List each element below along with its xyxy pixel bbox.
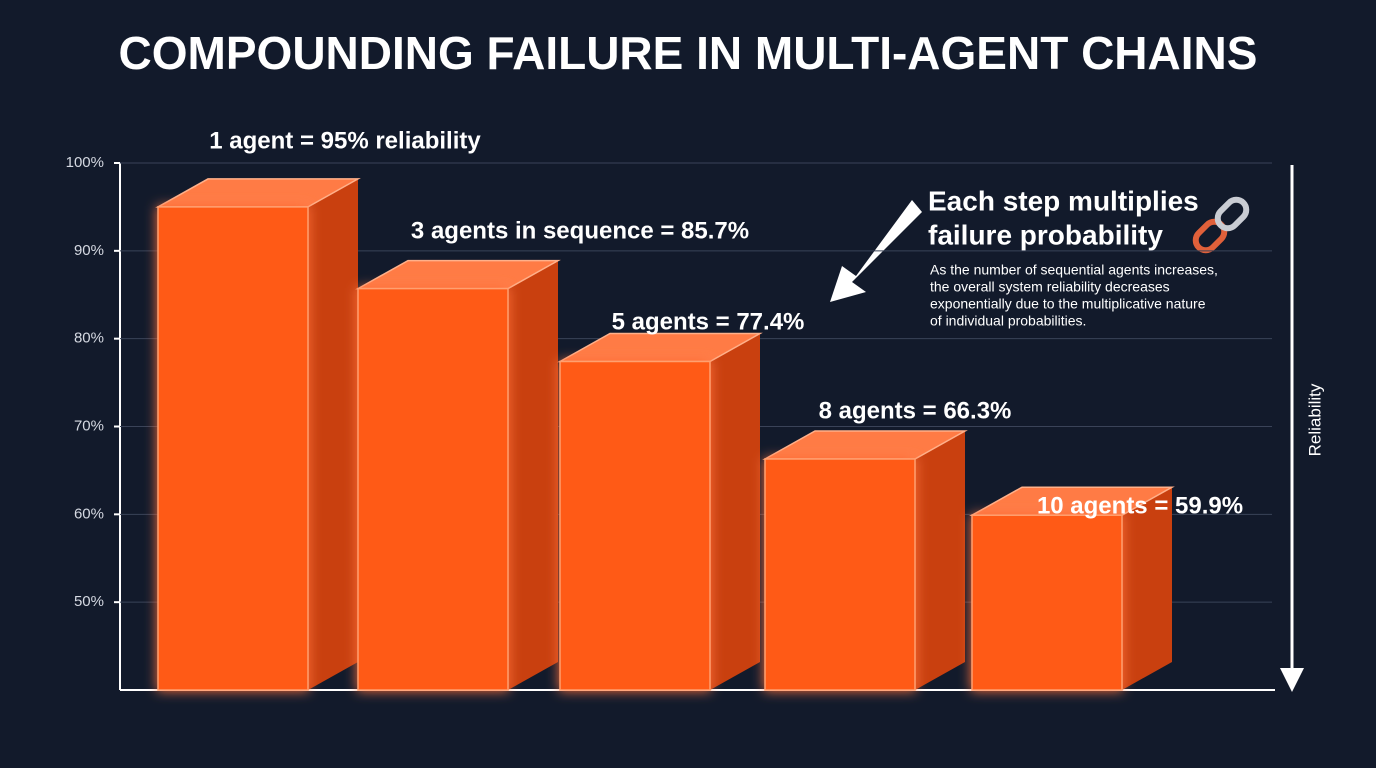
chain-icon [1192,196,1250,254]
right-arrow-head [1280,668,1304,692]
y-tick-label: 70% [74,417,104,434]
value-label: 3 agents in sequence = 85.7% [411,217,749,244]
annotation-text: As the number of sequential agents incre… [930,262,1218,278]
bar-side [1122,487,1172,690]
bar [357,287,509,691]
y-tick-label: 90% [74,242,104,259]
annotation-text: the overall system reliability decreases [930,279,1170,295]
annotation-text: exponentially due to the multiplicative … [930,296,1206,312]
bar-side [308,178,358,690]
chart-title: COMPOUNDING FAILURE IN MULTI-AGENT CHAIN… [119,27,1258,79]
bar [971,514,1123,691]
annotation-heading: Each step multiplies [928,185,1199,216]
bar [764,458,916,691]
value-label: 5 agents = 77.4% [612,308,805,335]
bar-side [710,333,760,690]
value-label: 8 agents = 66.3% [819,397,1012,424]
y-tick-label: 50% [74,593,104,610]
y-tick-label: 60% [74,505,104,522]
bar [157,206,309,691]
y2-axis-label: Reliability [1305,383,1324,456]
y-tick-label: 100% [66,154,104,171]
value-label: 10 agents = 59.9% [1037,492,1243,519]
value-label: 1 agent = 95% reliability [209,127,481,154]
bar [559,360,711,691]
annotation-heading: failure probability [928,219,1163,250]
bar-side [508,260,558,690]
bar-side [915,430,965,690]
y-tick-label: 80% [74,330,104,347]
annotation-text: of individual probabilities. [930,313,1086,329]
